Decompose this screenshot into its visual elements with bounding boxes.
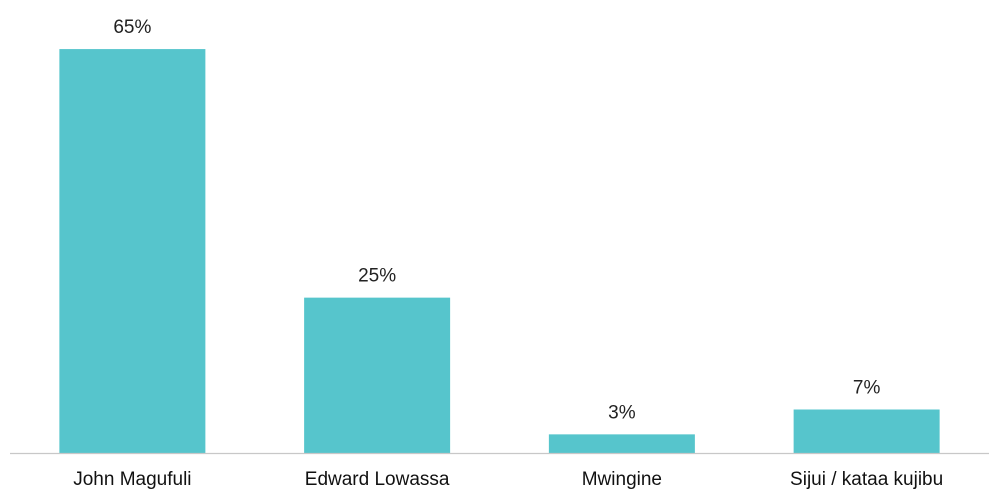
- data-label-3: 3%: [608, 402, 636, 423]
- bar-1: [59, 49, 206, 453]
- data-label-4: 7%: [853, 378, 881, 399]
- bars-group: [59, 49, 940, 453]
- bar-3: [548, 434, 695, 453]
- bar-4: [793, 409, 940, 453]
- x-tick-label-1: John Magufuli: [73, 469, 191, 490]
- data-labels-group: 65% 25% 3% 7%: [113, 17, 880, 423]
- data-label-2: 25%: [358, 266, 396, 287]
- x-tick-labels-group: John Magufuli Edward Lowassa Mwingine Sijui…: [73, 469, 943, 490]
- data-label-1: 65%: [113, 17, 151, 38]
- x-tick-label-4: Sijui / kataa kujibu: [790, 469, 943, 490]
- bar-2: [304, 297, 451, 453]
- x-tick-label-2: Edward Lowassa: [305, 469, 450, 490]
- x-tick-label-3: Mwingine: [582, 469, 662, 490]
